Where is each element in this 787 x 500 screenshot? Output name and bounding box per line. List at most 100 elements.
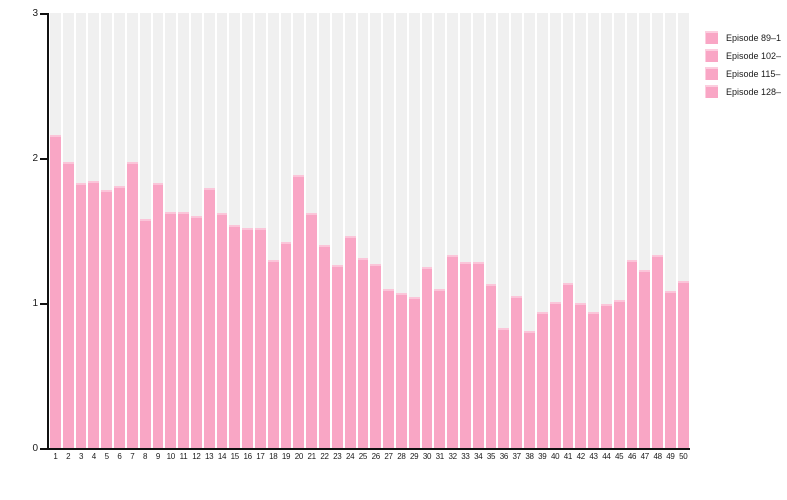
x-tick-label: 44 xyxy=(602,452,611,461)
bar xyxy=(383,288,394,448)
bar-track xyxy=(485,13,497,448)
bar xyxy=(613,300,625,448)
bar xyxy=(293,175,305,448)
bar xyxy=(280,242,292,448)
bar xyxy=(178,211,189,448)
legend-item: Episode 89–1 xyxy=(705,31,787,44)
x-tick-label: 46 xyxy=(627,452,637,461)
x-tick-label: 26 xyxy=(371,452,381,461)
bar xyxy=(139,218,151,448)
x-tick-label: 6 xyxy=(117,452,122,461)
x-tick-label: 8 xyxy=(143,452,148,461)
x-tick-label: 18 xyxy=(269,452,278,461)
bar-column xyxy=(511,13,523,448)
bar xyxy=(562,282,574,448)
bar xyxy=(62,162,74,448)
x-tick-label: 22 xyxy=(320,452,329,461)
bar-track xyxy=(331,13,343,448)
legend-swatch-icon xyxy=(705,67,718,80)
bar xyxy=(524,330,535,448)
legend-swatch-icon xyxy=(705,49,718,62)
bar-column xyxy=(447,13,458,448)
bar-column xyxy=(472,13,484,448)
bar-column xyxy=(319,13,330,448)
bar-column xyxy=(331,13,343,448)
bar-column xyxy=(460,13,471,448)
bar-track xyxy=(319,13,330,448)
bar-track xyxy=(639,13,651,448)
x-tick-label: 35 xyxy=(486,452,496,461)
x-tick-label: 11 xyxy=(179,452,188,461)
y-tick-label: 0 xyxy=(32,443,38,454)
x-tick-label: 34 xyxy=(474,452,483,461)
bar-column xyxy=(600,13,612,448)
bar-column xyxy=(575,13,587,448)
bar-column xyxy=(126,13,138,448)
bar-column xyxy=(383,13,394,448)
x-axis-labels: 1 2 3 4 5 6 7 8 9 10 11 12 13 14 15 16 17 18 19 20 21 22 23 24 2… xyxy=(50,452,689,461)
x-tick-label: 3 xyxy=(78,452,84,461)
y-tick-mark xyxy=(40,13,47,15)
legend-item: Episode 128– xyxy=(705,85,787,98)
x-tick-label: 7 xyxy=(130,452,135,461)
legend-label: Episode 128– xyxy=(726,86,782,97)
legend-label: Episode 115– xyxy=(726,68,781,79)
bar-track xyxy=(562,13,574,448)
x-tick-label: 41 xyxy=(563,452,573,461)
bar-column xyxy=(293,13,305,448)
bar-column xyxy=(370,13,382,448)
bar xyxy=(434,288,446,448)
bar xyxy=(575,303,587,448)
bar-column xyxy=(178,13,189,448)
bar-column xyxy=(88,13,100,448)
bar xyxy=(229,224,241,448)
x-tick-label: 32 xyxy=(448,452,457,461)
bar-track xyxy=(511,13,523,448)
bar xyxy=(126,162,138,448)
legend-swatch-icon xyxy=(705,85,718,98)
x-tick-label: 27 xyxy=(384,452,393,461)
bar-track xyxy=(613,13,625,448)
bar-column xyxy=(229,13,241,448)
bar xyxy=(511,295,523,448)
x-tick-label: 31 xyxy=(435,452,445,461)
bar-column xyxy=(626,13,638,448)
bar-column xyxy=(639,13,651,448)
x-tick-label: 33 xyxy=(461,452,470,461)
bar xyxy=(152,182,164,448)
bar-column xyxy=(152,13,164,448)
bar xyxy=(549,301,561,448)
bar xyxy=(88,181,100,448)
bar-column xyxy=(421,13,433,448)
bar-track xyxy=(344,13,356,448)
y-tick-label: 3 xyxy=(32,8,38,19)
legend-label: Episode 89–1 xyxy=(726,32,782,43)
bar xyxy=(472,262,484,448)
bar-column xyxy=(395,13,407,448)
y-tick-mark xyxy=(40,448,47,450)
bar-column xyxy=(139,13,151,448)
bar-column xyxy=(75,13,87,448)
legend: Episode 89–1 Episode 102– Episode 115– Epis… xyxy=(705,31,787,103)
x-tick-label: 1 xyxy=(53,452,58,461)
legend-item: Episode 115– xyxy=(705,67,787,80)
x-tick-label: 24 xyxy=(345,452,355,461)
bar-column xyxy=(306,13,318,448)
x-tick-label: 19 xyxy=(281,452,291,461)
bar xyxy=(306,213,318,448)
bar-track xyxy=(626,13,638,448)
x-tick-label: 45 xyxy=(615,452,624,461)
bar-track xyxy=(549,13,561,448)
bar xyxy=(447,255,458,448)
bar xyxy=(357,258,369,448)
legend-swatch-icon xyxy=(705,31,718,44)
bar-track xyxy=(408,13,420,448)
x-tick-label: 10 xyxy=(166,452,176,461)
bar-track xyxy=(434,13,446,448)
x-tick-label: 49 xyxy=(666,452,675,461)
bar-track xyxy=(280,13,292,448)
bar-column xyxy=(677,13,689,448)
y-tick-mark xyxy=(40,158,47,160)
y-tick-label: 2 xyxy=(32,153,38,164)
x-tick-label: 42 xyxy=(576,452,586,461)
